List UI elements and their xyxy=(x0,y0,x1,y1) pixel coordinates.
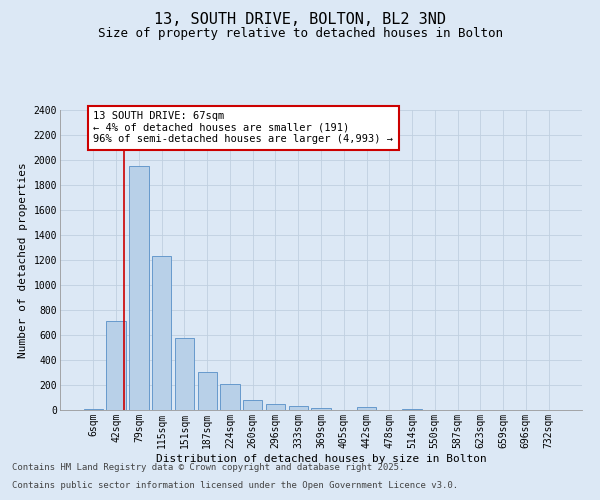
Text: 13, SOUTH DRIVE, BOLTON, BL2 3ND: 13, SOUTH DRIVE, BOLTON, BL2 3ND xyxy=(154,12,446,28)
Bar xyxy=(357,407,376,410)
Bar xyxy=(106,320,126,410)
Bar xyxy=(220,384,239,410)
Bar xyxy=(311,408,331,410)
Y-axis label: Number of detached properties: Number of detached properties xyxy=(18,162,28,358)
Bar xyxy=(129,166,149,410)
Bar xyxy=(289,406,308,410)
Bar xyxy=(403,409,422,410)
Bar xyxy=(84,409,103,410)
Bar xyxy=(266,404,285,410)
Bar xyxy=(152,256,172,410)
Text: Contains HM Land Registry data © Crown copyright and database right 2025.: Contains HM Land Registry data © Crown c… xyxy=(12,464,404,472)
Bar xyxy=(175,338,194,410)
Text: 13 SOUTH DRIVE: 67sqm
← 4% of detached houses are smaller (191)
96% of semi-deta: 13 SOUTH DRIVE: 67sqm ← 4% of detached h… xyxy=(94,112,394,144)
Text: Size of property relative to detached houses in Bolton: Size of property relative to detached ho… xyxy=(97,28,503,40)
Bar xyxy=(243,400,262,410)
Bar xyxy=(197,372,217,410)
Text: Contains public sector information licensed under the Open Government Licence v3: Contains public sector information licen… xyxy=(12,481,458,490)
X-axis label: Distribution of detached houses by size in Bolton: Distribution of detached houses by size … xyxy=(155,454,487,464)
